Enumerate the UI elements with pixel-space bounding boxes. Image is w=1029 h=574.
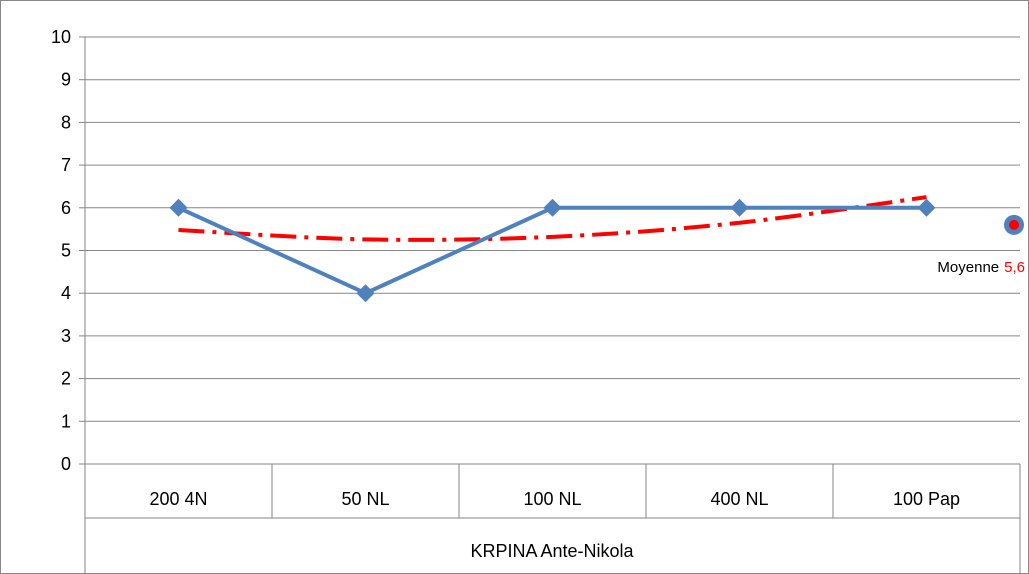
y-tick-label: 9 — [61, 70, 71, 90]
axes — [79, 36, 1021, 574]
series-line — [169, 198, 936, 303]
trendline-path — [178, 195, 927, 242]
average-label: Moyenne 5,6 — [937, 259, 1025, 276]
category-label: 400 NL — [710, 489, 768, 509]
data-point-marker — [917, 198, 936, 217]
y-tick-label: 5 — [61, 241, 71, 261]
average-label-text: Moyenne — [937, 259, 999, 276]
y-tick-label: 10 — [51, 27, 71, 47]
average-value: 5,6 — [1004, 259, 1025, 276]
category-label: 200 4N — [149, 489, 207, 509]
category-group-label: KRPINA Ante-Nikola — [470, 541, 634, 561]
y-tick-label: 7 — [61, 155, 71, 175]
y-tick-label: 4 — [61, 283, 71, 303]
y-tick-label: 8 — [61, 112, 71, 132]
y-tick-labels: 0 1 2 3 4 5 6 7 8 9 10 — [51, 27, 71, 474]
category-label: 50 NL — [341, 489, 389, 509]
y-tick-label: 1 — [61, 411, 71, 431]
data-point-marker — [356, 284, 375, 303]
category-label: 100 NL — [523, 489, 581, 509]
category-labels: 200 4N 50 NL 100 NL 400 NL 100 Pap — [149, 489, 960, 509]
data-point-marker — [169, 198, 188, 217]
average-marker-group: Moyenne 5,6 — [937, 214, 1025, 276]
y-tick-label: 3 — [61, 326, 71, 346]
y-tick-label: 6 — [61, 198, 71, 218]
y-tick-label: 0 — [61, 454, 71, 474]
trendline — [178, 195, 927, 242]
data-point-marker — [543, 198, 562, 217]
average-marker-dot — [1009, 219, 1019, 230]
y-tick-label: 2 — [61, 369, 71, 389]
category-label: 100 Pap — [893, 489, 960, 509]
data-point-marker — [730, 198, 749, 217]
